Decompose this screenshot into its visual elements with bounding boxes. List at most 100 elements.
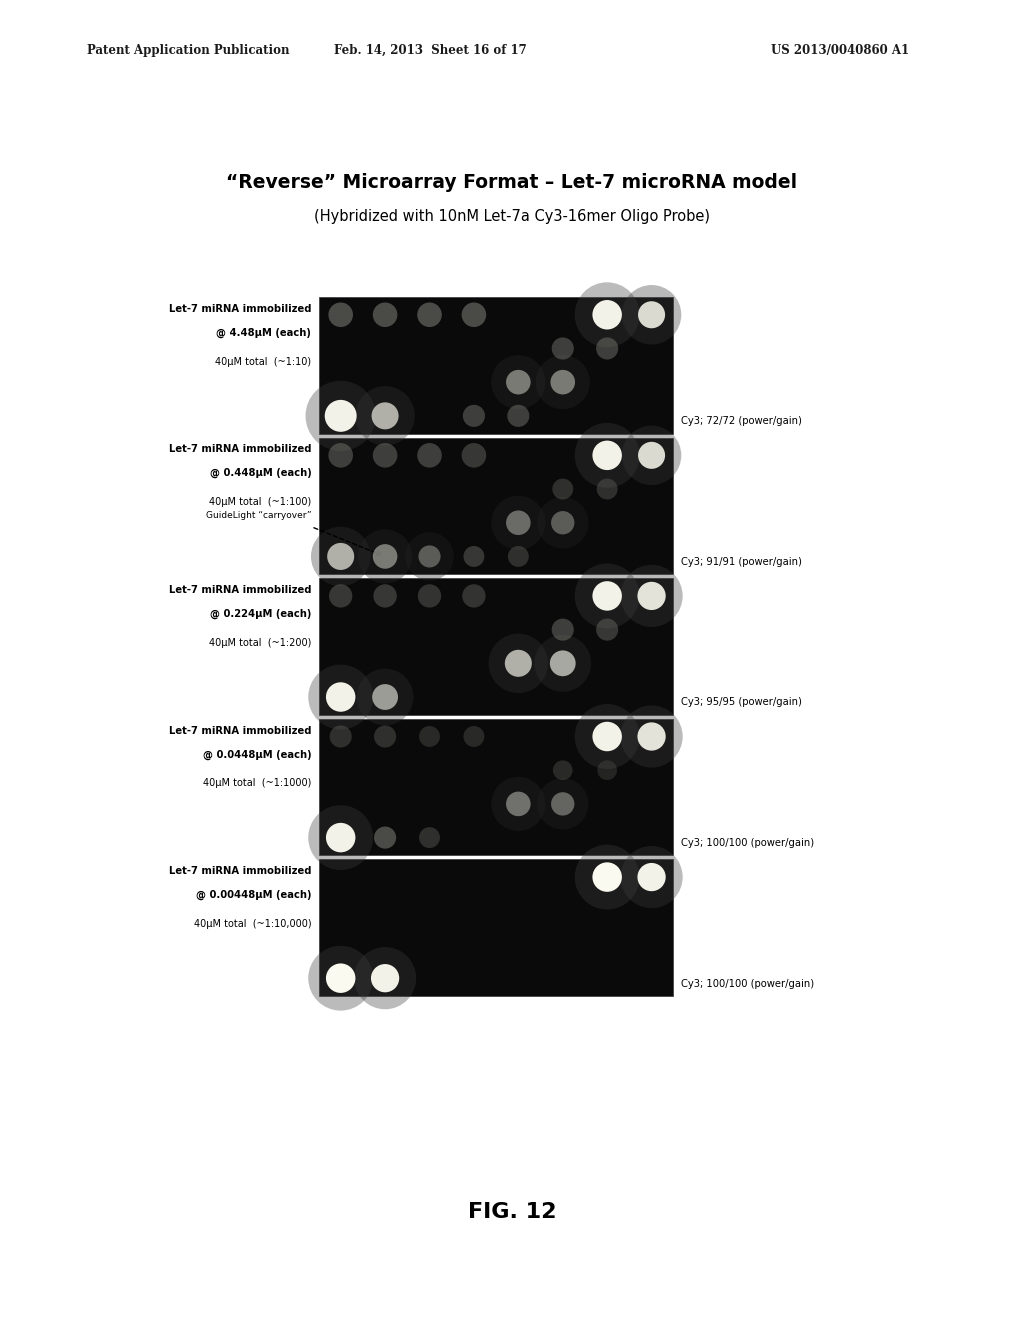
- Ellipse shape: [308, 664, 373, 730]
- Ellipse shape: [593, 862, 622, 892]
- Ellipse shape: [374, 726, 396, 747]
- Ellipse shape: [507, 405, 529, 426]
- Ellipse shape: [305, 380, 376, 451]
- Ellipse shape: [355, 387, 415, 446]
- Ellipse shape: [637, 582, 666, 610]
- Ellipse shape: [372, 403, 398, 429]
- Ellipse shape: [593, 581, 622, 611]
- Ellipse shape: [328, 543, 354, 570]
- Ellipse shape: [492, 496, 546, 549]
- Bar: [319, 297, 673, 433]
- Ellipse shape: [308, 945, 373, 1011]
- Text: 40μM total  (~1:10): 40μM total (~1:10): [215, 356, 311, 367]
- Ellipse shape: [597, 760, 617, 780]
- Ellipse shape: [574, 845, 640, 909]
- Ellipse shape: [537, 498, 589, 548]
- Ellipse shape: [622, 285, 681, 345]
- Ellipse shape: [506, 511, 530, 535]
- Text: Let-7 miRNA immobilized: Let-7 miRNA immobilized: [169, 445, 311, 454]
- Ellipse shape: [621, 705, 683, 768]
- Ellipse shape: [463, 405, 485, 426]
- Ellipse shape: [406, 532, 454, 581]
- Text: Cy3; 100/100 (power/gain): Cy3; 100/100 (power/gain): [681, 838, 814, 847]
- Text: @ 0.00448μM (each): @ 0.00448μM (each): [196, 890, 311, 900]
- Ellipse shape: [373, 302, 397, 327]
- Ellipse shape: [551, 792, 574, 816]
- Ellipse shape: [374, 585, 396, 607]
- Ellipse shape: [552, 619, 573, 640]
- Ellipse shape: [488, 634, 548, 693]
- Ellipse shape: [311, 527, 371, 586]
- Ellipse shape: [373, 544, 397, 569]
- Text: FIG. 12: FIG. 12: [468, 1201, 556, 1222]
- Ellipse shape: [373, 444, 397, 467]
- Text: @ 0.448μM (each): @ 0.448μM (each): [210, 469, 311, 478]
- Text: @ 4.48μM (each): @ 4.48μM (each): [216, 327, 311, 338]
- Text: GuideLight “carryover”: GuideLight “carryover”: [206, 511, 311, 520]
- Text: Let-7 miRNA immobilized: Let-7 miRNA immobilized: [169, 304, 311, 314]
- Ellipse shape: [492, 777, 546, 830]
- Ellipse shape: [596, 338, 618, 359]
- Ellipse shape: [637, 722, 666, 751]
- Ellipse shape: [417, 444, 441, 467]
- Bar: [319, 437, 673, 574]
- Ellipse shape: [464, 546, 484, 566]
- Ellipse shape: [372, 684, 398, 710]
- Ellipse shape: [330, 726, 352, 747]
- Text: 40μM total  (~1:1000): 40μM total (~1:1000): [203, 779, 311, 788]
- Text: Let-7 miRNA immobilized: Let-7 miRNA immobilized: [169, 585, 311, 595]
- Ellipse shape: [638, 301, 666, 329]
- Ellipse shape: [462, 302, 486, 327]
- Ellipse shape: [354, 946, 416, 1010]
- Ellipse shape: [552, 479, 573, 499]
- Ellipse shape: [550, 651, 575, 676]
- Ellipse shape: [536, 355, 590, 409]
- Ellipse shape: [551, 370, 575, 395]
- Ellipse shape: [329, 444, 353, 467]
- Bar: [319, 578, 673, 714]
- Text: 40μM total  (~1:10,000): 40μM total (~1:10,000): [194, 919, 311, 929]
- Ellipse shape: [593, 441, 622, 470]
- Ellipse shape: [537, 779, 589, 829]
- Ellipse shape: [326, 682, 355, 711]
- Ellipse shape: [374, 826, 396, 849]
- Ellipse shape: [462, 444, 486, 467]
- Ellipse shape: [622, 425, 681, 484]
- Text: (Hybridized with 10nM Let-7a Cy3-16mer Oligo Probe): (Hybridized with 10nM Let-7a Cy3-16mer O…: [314, 209, 710, 224]
- Bar: [319, 718, 673, 855]
- Ellipse shape: [326, 964, 355, 993]
- Text: 40μM total  (~1:100): 40μM total (~1:100): [209, 498, 311, 507]
- Ellipse shape: [505, 649, 531, 677]
- Ellipse shape: [574, 704, 640, 770]
- Text: @ 0.0448μM (each): @ 0.0448μM (each): [203, 750, 311, 759]
- Bar: [319, 859, 673, 995]
- Text: US 2013/0040860 A1: US 2013/0040860 A1: [771, 44, 908, 57]
- Ellipse shape: [329, 585, 352, 607]
- Text: Let-7 miRNA immobilized: Let-7 miRNA immobilized: [169, 866, 311, 876]
- Ellipse shape: [535, 635, 591, 692]
- Text: Cy3; 91/91 (power/gain): Cy3; 91/91 (power/gain): [681, 557, 802, 566]
- Ellipse shape: [371, 964, 399, 993]
- Ellipse shape: [417, 302, 441, 327]
- Ellipse shape: [621, 565, 683, 627]
- Ellipse shape: [356, 669, 414, 726]
- Ellipse shape: [492, 355, 546, 409]
- Text: Cy3; 100/100 (power/gain): Cy3; 100/100 (power/gain): [681, 978, 814, 989]
- Ellipse shape: [419, 828, 440, 847]
- Ellipse shape: [574, 282, 640, 347]
- Ellipse shape: [419, 545, 440, 568]
- Ellipse shape: [508, 546, 528, 566]
- Ellipse shape: [552, 338, 573, 359]
- Ellipse shape: [574, 422, 640, 488]
- Text: “Reverse” Microarray Format – Let-7 microRNA model: “Reverse” Microarray Format – Let-7 micr…: [226, 173, 798, 191]
- Text: Let-7 miRNA immobilized: Let-7 miRNA immobilized: [169, 726, 311, 735]
- Ellipse shape: [325, 400, 356, 432]
- Ellipse shape: [329, 302, 353, 327]
- Ellipse shape: [506, 792, 530, 816]
- Text: @ 0.224μM (each): @ 0.224μM (each): [210, 609, 311, 619]
- Ellipse shape: [597, 479, 617, 499]
- Ellipse shape: [462, 585, 485, 607]
- Ellipse shape: [506, 370, 530, 395]
- Ellipse shape: [419, 726, 440, 747]
- Ellipse shape: [464, 726, 484, 747]
